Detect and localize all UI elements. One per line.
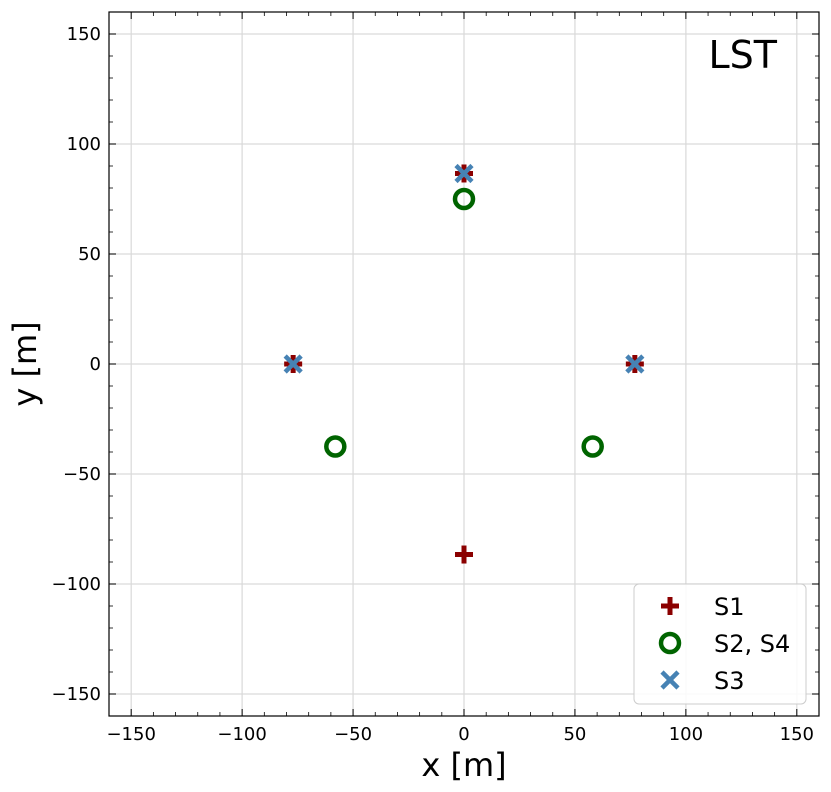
x-tick-label: 0	[458, 724, 469, 745]
x-tick-label: 100	[669, 724, 703, 745]
y-axis-title: y [m]	[6, 321, 44, 406]
y-tick-label: −100	[52, 574, 101, 595]
major-ticks	[109, 12, 819, 716]
minor-ticks	[108, 11, 820, 717]
point-s2-s4	[581, 435, 604, 458]
x-tick-label: 150	[780, 724, 814, 745]
y-tick-label: 0	[90, 354, 101, 375]
y-tick-labels: −150 −100 −50 0 50 100 150	[52, 24, 101, 705]
x-tick-label: −50	[334, 724, 372, 745]
legend-marker-s2-s4	[658, 631, 682, 655]
x-tick-label: −100	[217, 724, 266, 745]
point-s3	[454, 163, 474, 184]
point-s2-s4	[324, 435, 347, 458]
point-s3	[283, 354, 303, 374]
grid-lines	[109, 12, 819, 716]
legend: S1 S2, S4 S3	[633, 583, 807, 705]
plot-frame	[108, 11, 820, 717]
legend-label-s2-s4: S2, S4	[714, 630, 790, 658]
x-tick-labels: −150 −100 −50 0 50 100 150	[106, 724, 814, 745]
x-axis-title: x [m]	[421, 746, 506, 784]
point-s2-s4	[452, 187, 476, 211]
y-tick-label: 150	[67, 24, 101, 45]
legend-label-s3: S3	[714, 667, 745, 695]
chart-annotation: LST	[708, 33, 777, 77]
point-s1	[455, 545, 473, 564]
point-s3	[625, 354, 645, 374]
y-tick-label: −150	[52, 684, 101, 705]
y-tick-label: 100	[67, 134, 101, 155]
legend-label-s1: S1	[714, 593, 745, 621]
data-markers	[283, 163, 645, 564]
x-tick-label: −150	[106, 724, 155, 745]
legend-marker-s1	[661, 597, 679, 615]
y-tick-label: −50	[63, 464, 101, 485]
x-tick-label: 50	[563, 724, 586, 745]
y-tick-label: 50	[78, 244, 101, 265]
legend-marker-s3	[660, 670, 680, 690]
